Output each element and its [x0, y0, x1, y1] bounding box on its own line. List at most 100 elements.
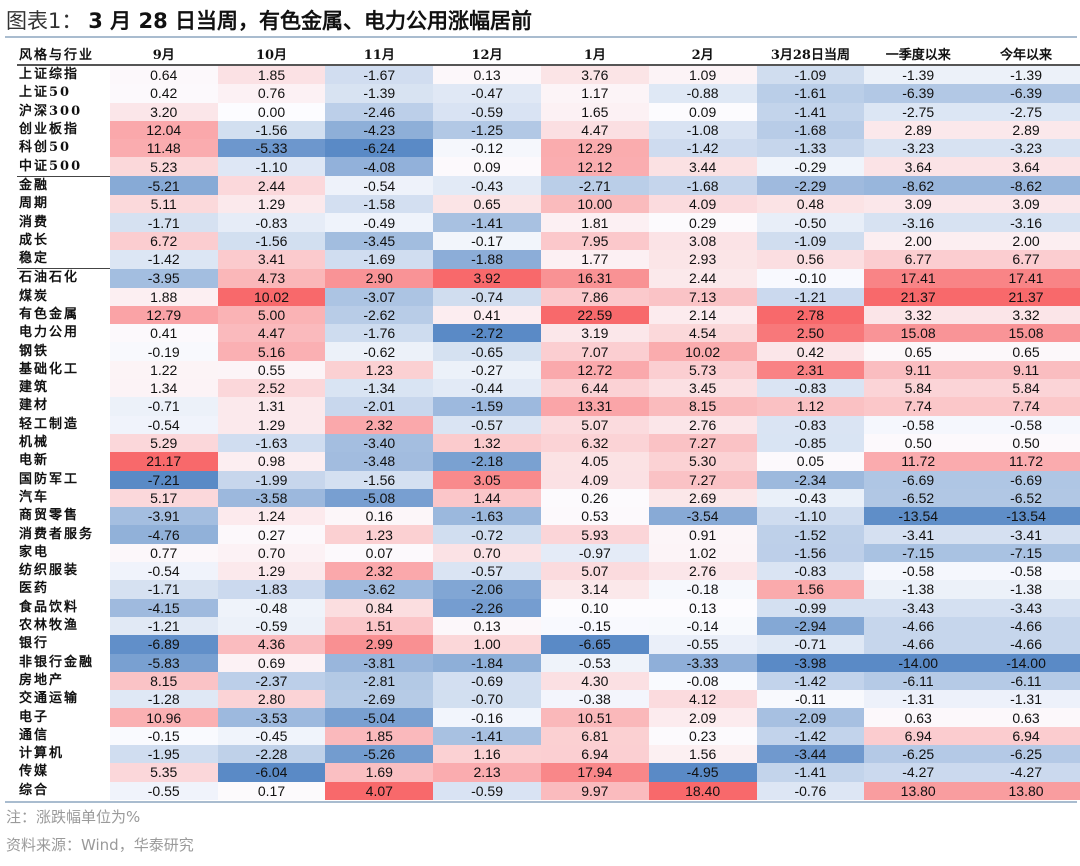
heat-cell: 4.36 — [217, 635, 326, 654]
heat-cell: -3.91 — [109, 507, 218, 526]
table-row: 计算机 -1.95 -2.28 -5.26 1.16 6.94 1.56 -3.44 -6.25… — [17, 744, 1080, 764]
heat-cell: -1.83 — [217, 580, 326, 599]
heat-cell: -1.56 — [325, 470, 434, 489]
heat-cell: 2.89 — [972, 120, 1080, 140]
heat-cell: -3.40 — [325, 433, 434, 453]
heat-cell: -7.21 — [109, 470, 218, 489]
heat-cell: 10.51 — [540, 708, 649, 727]
heat-cell: -0.58 — [864, 562, 973, 581]
heat-cell: 1.51 — [325, 616, 434, 636]
row-label: 石油石化 — [17, 268, 110, 288]
heat-cell: -6.65 — [540, 635, 649, 654]
heat-cell: 3.14 — [540, 580, 649, 599]
heat-cell: 17.94 — [540, 763, 649, 782]
column-header: 3月28日当周 — [756, 42, 865, 66]
heat-cell: -1.21 — [109, 616, 218, 636]
heat-cell: 9.11 — [864, 360, 973, 380]
heat-cell: 2.14 — [648, 305, 757, 325]
heat-cell: -1.33 — [756, 139, 865, 158]
heat-cell: 18.40 — [648, 781, 757, 800]
heat-cell: 0.65 — [972, 342, 1080, 361]
heat-cell: 1.88 — [109, 287, 218, 306]
heat-cell: -5.33 — [217, 139, 326, 158]
heat-cell: 0.00 — [217, 102, 326, 121]
heat-cell: 3.09 — [972, 195, 1080, 214]
row-label: 计算机 — [17, 744, 110, 764]
heat-cell: 3.32 — [864, 305, 973, 325]
heat-cell: -2.37 — [217, 671, 326, 691]
heat-cell: 6.77 — [972, 249, 1080, 269]
heat-cell: 4.30 — [540, 671, 649, 691]
heat-cell: 15.08 — [972, 324, 1080, 343]
row-label: 医药 — [17, 580, 110, 599]
heat-cell: 2.99 — [325, 635, 434, 654]
heat-cell: -1.41 — [433, 726, 541, 745]
heat-cell: 1.85 — [325, 726, 434, 745]
heat-cell: 0.55 — [217, 360, 326, 380]
heat-cell: 22.59 — [540, 305, 649, 325]
table-row: 建筑 1.34 2.52 -1.34 -0.44 6.44 3.45 -0.83 5.84 5.8… — [17, 379, 1080, 398]
heat-cell: -0.76 — [756, 781, 865, 800]
table-row: 消费者服务 -4.76 0.27 1.23 -0.72 5.93 0.91 -1.52 -3.4… — [17, 525, 1080, 544]
heat-cell: -5.21 — [109, 176, 218, 196]
column-header: 一季度以来 — [864, 42, 973, 66]
heat-cell: 1.81 — [540, 213, 649, 232]
heat-cell: -0.27 — [433, 360, 541, 380]
heat-cell: 4.07 — [325, 781, 434, 800]
heat-cell: 8.15 — [648, 397, 757, 416]
heat-cell: -6.69 — [864, 470, 973, 489]
heat-cell: 6.77 — [864, 249, 973, 269]
heat-cell: -0.48 — [217, 598, 326, 617]
heat-cell: -6.52 — [864, 488, 973, 508]
heat-cell: 1.23 — [325, 360, 434, 380]
heat-cell: -1.21 — [756, 287, 865, 306]
row-label: 综合 — [17, 781, 110, 800]
heat-cell: -2.09 — [756, 708, 865, 727]
heat-cell: 0.27 — [217, 525, 326, 544]
heat-cell: -2.34 — [756, 470, 865, 489]
heat-cell: 5.73 — [648, 360, 757, 380]
heat-cell: 1.00 — [433, 635, 541, 654]
heat-cell: -0.83 — [756, 415, 865, 434]
heat-cell: -1.38 — [864, 580, 973, 599]
table-row: 食品饮料 -4.15 -0.48 0.84 -2.26 0.10 0.13 -0.99 -3.4… — [17, 598, 1080, 617]
heat-cell: 1.29 — [217, 562, 326, 581]
heat-cell: -0.72 — [433, 525, 541, 544]
row-label: 消费 — [17, 213, 110, 232]
row-label: 食品饮料 — [17, 598, 110, 617]
heat-cell: 0.13 — [433, 65, 541, 85]
heat-cell: -5.83 — [109, 653, 218, 672]
heat-cell: -2.71 — [540, 176, 649, 196]
heat-cell: -0.19 — [109, 342, 218, 361]
row-label: 电子 — [17, 708, 110, 727]
heat-cell: -2.29 — [756, 176, 865, 196]
heat-cell: -1.31 — [972, 690, 1080, 709]
heat-cell: -0.70 — [433, 690, 541, 709]
heat-cell: 4.09 — [540, 470, 649, 489]
heat-cell: 5.30 — [648, 452, 757, 471]
heat-cell: -6.25 — [864, 744, 973, 764]
heat-cell: 6.81 — [540, 726, 649, 745]
heat-cell: 11.48 — [109, 139, 218, 158]
table-row: 机械 5.29 -1.63 -3.40 1.32 6.32 7.27 -0.85 0.50 0.5… — [17, 433, 1080, 453]
heat-cell: -2.26 — [433, 598, 541, 617]
heat-cell: 10.00 — [540, 195, 649, 214]
row-label: 周期 — [17, 195, 110, 214]
heat-cell: 2.90 — [325, 268, 434, 288]
heat-cell: -1.09 — [756, 65, 865, 85]
heat-cell: -2.46 — [325, 102, 434, 121]
heat-cell: 2.44 — [217, 176, 326, 196]
heat-cell: -2.81 — [325, 671, 434, 691]
heat-cell: 16.31 — [540, 268, 649, 288]
heat-cell: -1.67 — [325, 65, 434, 85]
heat-cell: -0.54 — [109, 415, 218, 434]
heat-cell: -14.00 — [972, 653, 1080, 672]
row-label: 家电 — [17, 543, 110, 563]
heat-cell: 5.35 — [109, 763, 218, 782]
heat-cell: 2.69 — [648, 488, 757, 508]
table-row: 周期 5.11 1.29 -1.58 0.65 10.00 4.09 0.48 3.09 3.09 — [17, 195, 1080, 214]
heat-cell: 12.72 — [540, 360, 649, 380]
heat-cell: 0.13 — [433, 616, 541, 636]
row-label: 钢铁 — [17, 342, 110, 361]
heat-cell: -1.84 — [433, 653, 541, 672]
